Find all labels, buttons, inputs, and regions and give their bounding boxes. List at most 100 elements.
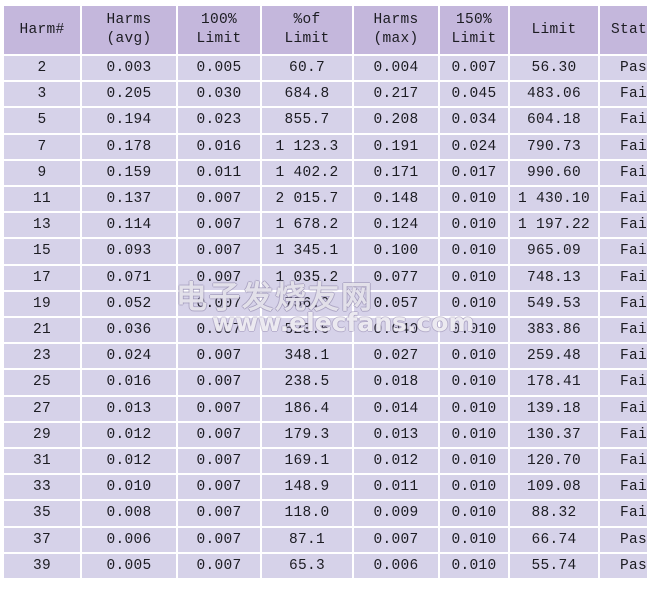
cell-limit: 1 430.10 (510, 187, 598, 212)
cell-pct: 148.9 (262, 475, 352, 500)
cell-max: 0.007 (354, 527, 438, 552)
cell-pct: 1 035.2 (262, 265, 352, 290)
column-header-sublabel: Limit (284, 31, 330, 47)
cell-l150: 0.010 (440, 396, 508, 421)
cell-l100: 0.007 (178, 239, 260, 264)
cell-harm: 2 (4, 56, 80, 81)
cell-avg: 0.010 (82, 475, 176, 500)
cell-pct: 118.0 (262, 501, 352, 526)
column-header-avg[interactable]: Harms (avg) (82, 6, 176, 54)
column-header-harm[interactable]: Harm# (4, 6, 80, 54)
cell-avg: 0.005 (82, 553, 176, 579)
cell-limit: 55.74 (510, 553, 598, 579)
cell-harm: 5 (4, 108, 80, 133)
cell-max: 0.100 (354, 239, 438, 264)
cell-l150: 0.010 (440, 213, 508, 238)
cell-max: 0.148 (354, 187, 438, 212)
column-header-limit[interactable]: Limit (510, 6, 598, 54)
cell-max: 0.014 (354, 396, 438, 421)
column-header-l100[interactable]: 100% Limit (178, 6, 260, 54)
cell-pct: 1 123.3 (262, 134, 352, 159)
cell-l100: 0.007 (178, 449, 260, 474)
cell-l150: 0.007 (440, 56, 508, 81)
table-header: Harm# Harms (avg) 100% Limit %of Limit Harms (ma… (4, 6, 647, 54)
cell-pct: 238.5 (262, 370, 352, 395)
cell-limit: 88.32 (510, 501, 598, 526)
column-header-l150[interactable]: 150% Limit (440, 6, 508, 54)
cell-avg: 0.003 (82, 56, 176, 81)
cell-l150: 0.010 (440, 475, 508, 500)
cell-pct: 1 345.1 (262, 239, 352, 264)
column-header-sublabel: (max) (373, 31, 419, 47)
column-header-status[interactable]: Status (600, 6, 647, 54)
cell-harm: 19 (4, 291, 80, 317)
cell-status: Fail (600, 82, 647, 107)
cell-max: 0.124 (354, 213, 438, 238)
cell-l100: 0.007 (178, 318, 260, 343)
column-header-label: Harms (373, 12, 419, 29)
cell-l100: 0.005 (178, 56, 260, 81)
cell-pct: 179.3 (262, 422, 352, 448)
cell-harm: 17 (4, 265, 80, 290)
cell-max: 0.013 (354, 422, 438, 448)
cell-avg: 0.016 (82, 370, 176, 395)
cell-avg: 0.071 (82, 265, 176, 290)
cell-l150: 0.010 (440, 239, 508, 264)
cell-avg: 0.052 (82, 291, 176, 317)
cell-avg: 0.093 (82, 239, 176, 264)
cell-avg: 0.137 (82, 187, 176, 212)
cell-pct: 60.7 (262, 56, 352, 81)
cell-harm: 21 (4, 318, 80, 343)
cell-avg: 0.024 (82, 344, 176, 369)
cell-max: 0.040 (354, 318, 438, 343)
cell-l150: 0.010 (440, 527, 508, 552)
column-header-sublabel: Limit (196, 31, 242, 47)
cell-limit: 549.53 (510, 291, 598, 317)
cell-l100: 0.007 (178, 396, 260, 421)
cell-pct: 2 015.7 (262, 187, 352, 212)
table-body: 20.0030.00560.70.0040.00756.30Pass30.205… (4, 56, 647, 579)
cell-harm: 23 (4, 344, 80, 369)
cell-limit: 483.06 (510, 82, 598, 107)
column-header-label: %of (293, 12, 321, 29)
cell-limit: 178.41 (510, 370, 598, 395)
table-row[interactable]: 11 0.137 0.007 2 015.7 0.148 0.010 1 430.10 Fai… (4, 187, 647, 212)
cell-max: 0.171 (354, 160, 438, 186)
cell-status: Fail (600, 187, 647, 212)
cell-harm: 15 (4, 239, 80, 264)
cell-l100: 0.007 (178, 291, 260, 317)
column-header-sublabel: Limit (451, 31, 497, 47)
cell-l100: 0.011 (178, 160, 260, 186)
column-header-max[interactable]: Harms (max) (354, 6, 438, 54)
cell-harm: 3 (4, 82, 80, 107)
table-row[interactable]: 13 0.114 0.007 1 678.2 0.124 0.010 1 197.22 Fai… (4, 213, 647, 238)
cell-pct: 855.7 (262, 108, 352, 133)
cell-l100: 0.016 (178, 134, 260, 159)
cell-avg: 0.178 (82, 134, 176, 159)
column-header-label: 150% (455, 12, 492, 29)
cell-l150: 0.045 (440, 82, 508, 107)
cell-status: Fail (600, 108, 647, 133)
cell-l100: 0.007 (178, 422, 260, 448)
column-header-pct[interactable]: %of Limit (262, 6, 352, 54)
cell-limit: 109.08 (510, 475, 598, 500)
cell-limit: 56.30 (510, 56, 598, 81)
